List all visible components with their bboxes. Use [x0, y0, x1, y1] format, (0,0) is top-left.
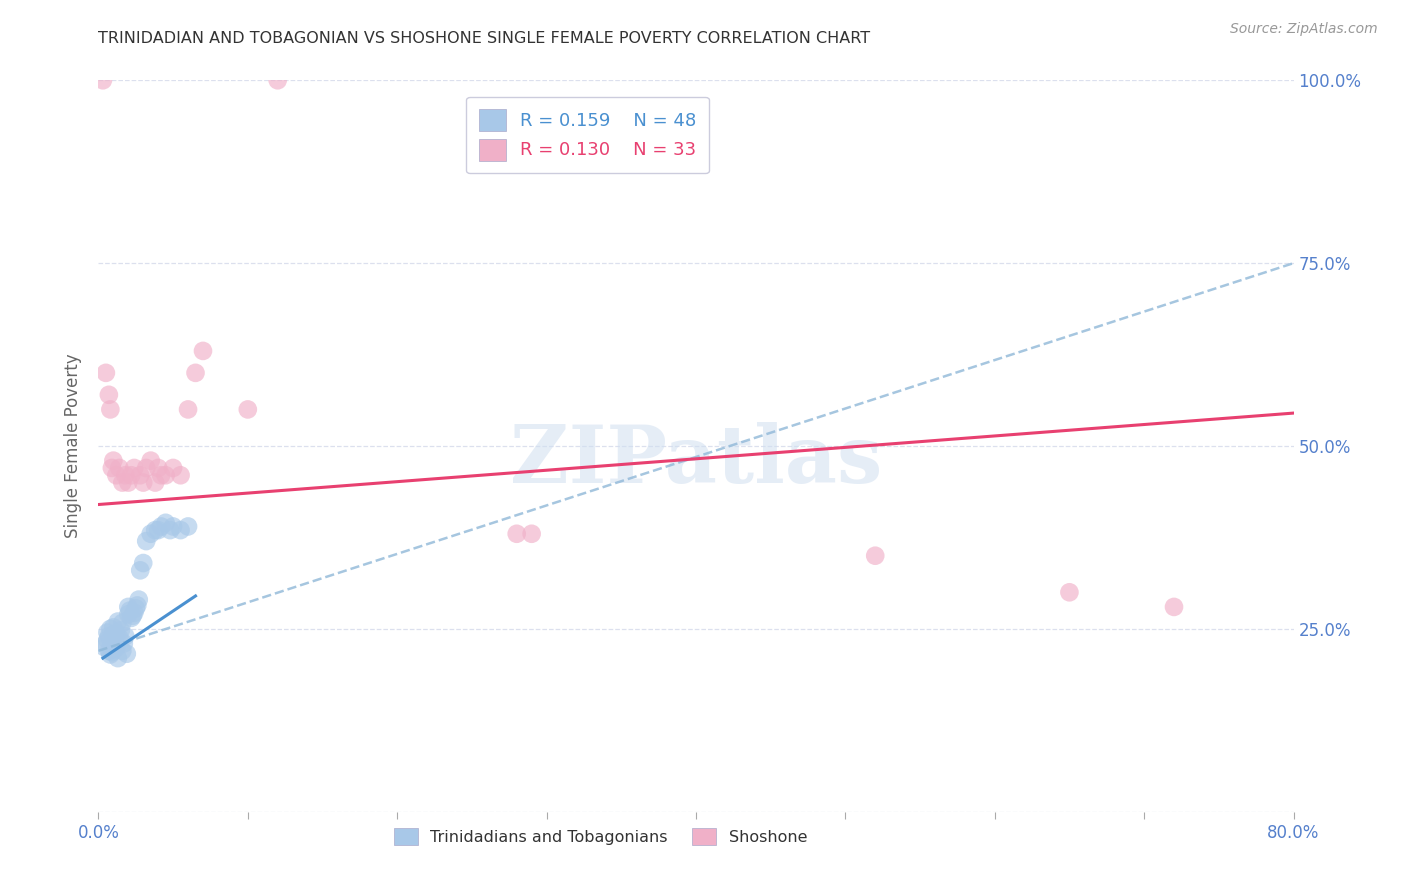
Point	[108, 461, 131, 475]
Point	[114, 468, 136, 483]
Point	[94, 366, 117, 380]
Point	[104, 640, 127, 654]
Point	[120, 468, 142, 483]
Point	[107, 615, 129, 629]
Point	[169, 468, 191, 483]
Point	[177, 402, 200, 417]
Point	[124, 606, 146, 620]
Point	[97, 629, 120, 643]
Point	[150, 519, 173, 533]
Point	[1059, 585, 1081, 599]
Point	[98, 622, 122, 636]
Point	[267, 73, 290, 87]
Text: TRINIDADIAN AND TOBAGONIAN VS SHOSHONE SINGLE FEMALE POVERTY CORRELATION CHART: TRINIDADIAN AND TOBAGONIAN VS SHOSHONE S…	[98, 31, 870, 46]
Point	[111, 615, 134, 630]
Point	[1163, 599, 1185, 614]
Point	[97, 388, 120, 402]
Point	[129, 563, 152, 577]
Point	[124, 461, 146, 475]
Point	[184, 366, 207, 380]
Point	[105, 626, 128, 640]
Point	[108, 631, 131, 645]
Text: ZIPatlas: ZIPatlas	[510, 422, 882, 500]
Point	[94, 636, 117, 650]
Point	[101, 645, 124, 659]
Point	[111, 475, 134, 490]
Y-axis label: Single Female Poverty: Single Female Poverty	[65, 354, 83, 538]
Point	[98, 648, 122, 662]
Point	[121, 608, 143, 623]
Point	[865, 549, 887, 563]
Point	[101, 461, 124, 475]
Point	[117, 599, 139, 614]
Point	[117, 607, 139, 622]
Point	[129, 468, 152, 483]
Point	[177, 519, 200, 533]
Point	[93, 640, 115, 655]
Point	[120, 611, 142, 625]
Point	[236, 402, 259, 417]
Legend: Trinidadians and Tobagonians, Shoshone: Trinidadians and Tobagonians, Shoshone	[387, 822, 814, 851]
Point	[135, 461, 157, 475]
Point	[103, 453, 125, 467]
Point	[115, 647, 138, 661]
Point	[155, 468, 177, 483]
Point	[132, 556, 155, 570]
Point	[148, 523, 170, 537]
Point	[128, 592, 150, 607]
Point	[139, 526, 162, 541]
Point	[117, 475, 139, 490]
Point	[143, 475, 166, 490]
Point	[155, 516, 177, 530]
Point	[118, 603, 141, 617]
Point	[114, 629, 136, 643]
Point	[169, 523, 191, 537]
Point	[96, 625, 118, 640]
Point	[132, 475, 155, 490]
Point	[110, 624, 132, 638]
Point	[143, 523, 166, 537]
Point	[127, 599, 149, 613]
Point	[150, 468, 173, 483]
Point	[162, 519, 184, 533]
Point	[159, 523, 181, 537]
Point	[103, 628, 125, 642]
Point	[98, 402, 122, 417]
Point	[148, 461, 170, 475]
Point	[101, 638, 124, 652]
Point	[520, 526, 543, 541]
Point	[191, 343, 214, 358]
Point	[112, 636, 135, 650]
Point	[105, 468, 128, 483]
Point	[103, 635, 125, 649]
Point	[139, 453, 162, 467]
Point	[135, 534, 157, 549]
Point	[91, 73, 114, 87]
Point	[96, 632, 118, 647]
Point	[104, 632, 127, 646]
Point	[105, 640, 128, 655]
Point	[125, 601, 148, 615]
Point	[97, 644, 120, 658]
Text: Source: ZipAtlas.com: Source: ZipAtlas.com	[1230, 22, 1378, 37]
Point	[162, 461, 184, 475]
Point	[107, 651, 129, 665]
Point	[111, 644, 134, 658]
Point	[103, 620, 125, 634]
Point	[506, 526, 529, 541]
Point	[103, 642, 125, 657]
